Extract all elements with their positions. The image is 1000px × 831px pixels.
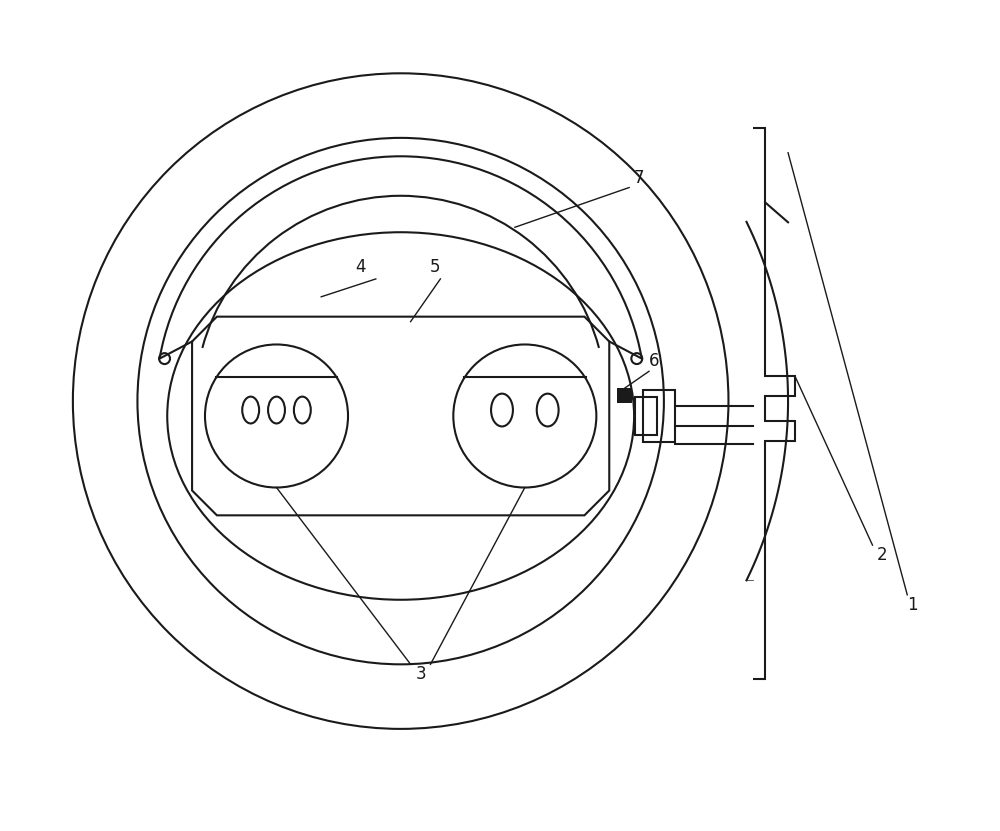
- Bar: [643, 391, 675, 442]
- Bar: [635, 397, 657, 435]
- Text: 1: 1: [907, 596, 918, 614]
- Text: 6: 6: [649, 352, 659, 371]
- Bar: [617, 388, 632, 403]
- Text: 4: 4: [356, 258, 366, 276]
- Text: 7: 7: [634, 169, 644, 187]
- Text: 3: 3: [415, 666, 426, 683]
- Text: 2: 2: [877, 546, 888, 564]
- Text: 5: 5: [430, 258, 441, 276]
